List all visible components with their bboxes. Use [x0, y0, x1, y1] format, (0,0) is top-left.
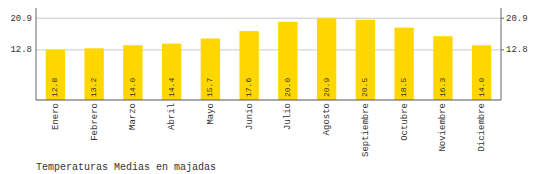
- bar: [394, 28, 413, 100]
- x-tick-label: Febrero: [90, 103, 100, 141]
- bar: [46, 50, 65, 100]
- bar: [201, 39, 220, 100]
- x-tick-label: Enero: [51, 103, 61, 130]
- x-tick-label: Septiembre: [361, 103, 371, 157]
- y-tick-label: 12.8: [10, 45, 32, 55]
- data-label: 13.2: [89, 78, 98, 97]
- data-label: 15.7: [205, 78, 214, 97]
- data-label: 18.5: [399, 78, 408, 97]
- data-label: 14.0: [128, 78, 137, 97]
- bar: [433, 36, 452, 100]
- x-axis-line: [36, 100, 501, 101]
- title: Temperaturas Medias en majadas: [36, 162, 216, 173]
- x-tick-label: Agosto: [322, 103, 332, 135]
- bar: [278, 22, 297, 100]
- y2-axis-line: [501, 8, 502, 100]
- y-axis-line: [36, 8, 37, 100]
- x-tick-label: Noviembre: [438, 103, 448, 152]
- data-label: 20.0: [283, 78, 292, 97]
- x-tick-label: Junio: [245, 103, 255, 130]
- chart-container: 12.8 20.9 12.8 20.9 12.8 13.2 14.0 14.4 15.7 17.6…: [0, 0, 537, 174]
- bar: [239, 31, 258, 100]
- y2-tick-label: 12.8: [506, 45, 528, 55]
- y-tick-label: 20.9: [10, 14, 32, 24]
- x-tick-label: Mayo: [206, 103, 216, 125]
- chart: 12.8 20.9 12.8 20.9 12.8 13.2 14.0 14.4 15.7 17.6…: [0, 0, 537, 174]
- grid-line: [36, 49, 501, 50]
- x-tick-label: Julio: [283, 103, 293, 130]
- bar: [356, 20, 375, 100]
- bar: [123, 45, 142, 100]
- data-label: 20.5: [360, 78, 369, 97]
- x-tick-label: Marzo: [128, 103, 138, 130]
- bar: [84, 48, 103, 100]
- data-label: 20.9: [322, 78, 331, 97]
- bar: [162, 44, 181, 100]
- bar: [317, 18, 336, 100]
- data-label: 12.8: [50, 78, 59, 97]
- x-tick-label: Diciembre: [477, 103, 487, 152]
- bar: [472, 45, 491, 100]
- data-label: 14.4: [167, 78, 176, 97]
- data-label: 17.6: [244, 78, 253, 97]
- x-tick-label: Abril: [167, 103, 177, 130]
- data-label: 14.0: [477, 78, 486, 97]
- y2-tick-label: 20.9: [506, 14, 528, 24]
- x-tick-label: Octubre: [400, 103, 410, 141]
- grid-line: [36, 18, 501, 19]
- bars: [46, 18, 492, 100]
- data-label: 16.3: [438, 78, 447, 97]
